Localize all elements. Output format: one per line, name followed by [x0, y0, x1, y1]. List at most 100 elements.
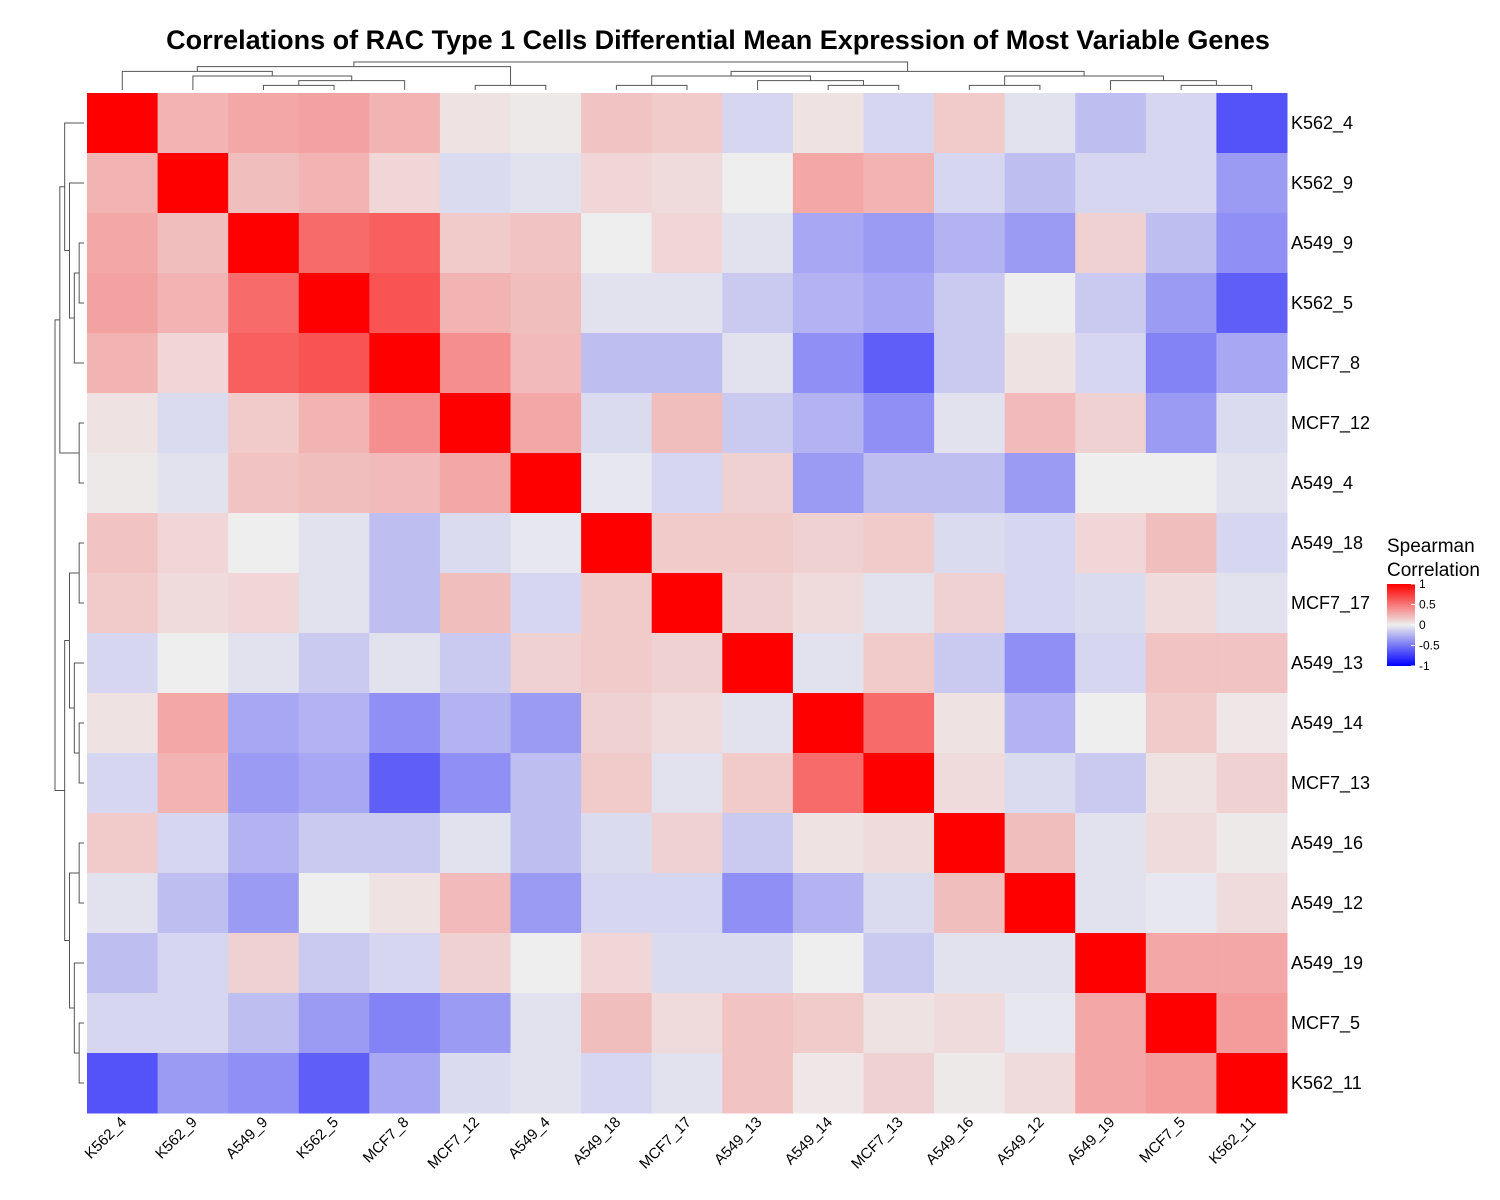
- heatmap-cell: [439, 393, 512, 454]
- heatmap-cell: [157, 933, 229, 994]
- heatmap-cell: [934, 933, 1006, 994]
- heatmap-cell: [1216, 333, 1288, 394]
- dendrogram-branch: [827, 84, 900, 90]
- heatmap-cell: [369, 393, 441, 454]
- heatmap-cell: [87, 873, 159, 934]
- heatmap-cell: [1075, 153, 1147, 214]
- heatmap-cell: [863, 513, 935, 574]
- heatmap-cell: [1075, 633, 1147, 694]
- heatmap-cell: [792, 573, 864, 634]
- heatmap-cell: [934, 453, 1006, 514]
- heatmap-cell: [651, 873, 723, 934]
- heatmap-cell: [1216, 753, 1288, 814]
- dendrogram-branch: [757, 80, 864, 90]
- heatmap-cell: [298, 993, 370, 1054]
- row-dendrogram: [54, 122, 84, 1084]
- heatmap-cell: [934, 153, 1006, 214]
- column-label: A549_19: [1064, 1114, 1118, 1168]
- heatmap-cell: [792, 93, 864, 154]
- dendrogram-branch: [73, 962, 84, 1054]
- heatmap-cell: [863, 633, 935, 694]
- heatmap-cell: [1145, 93, 1217, 154]
- dendrogram-branch: [192, 75, 353, 90]
- heatmap-cell: [651, 453, 723, 514]
- heatmap-cell: [651, 1053, 723, 1114]
- row-label: K562_4: [1291, 113, 1353, 134]
- dendrogram-branch: [262, 84, 335, 90]
- heatmap-cell: [510, 153, 582, 214]
- heatmap-cell: [369, 333, 441, 394]
- heatmap-cell: [439, 213, 512, 274]
- heatmap-cell: [87, 93, 159, 154]
- heatmap-cell: [510, 513, 582, 574]
- dendrogram-branch: [69, 182, 84, 319]
- heatmap-cell: [298, 933, 370, 994]
- column-labels: K562_4 K562_9 A549_9 K562_5 MCF7_8 MCF7_12 A54…: [82, 1114, 1260, 1173]
- heatmap-cell: [228, 993, 300, 1054]
- heatmap-cell: [651, 153, 723, 214]
- column-label: MCF7_12: [424, 1114, 483, 1173]
- heatmap-cell: [87, 273, 159, 334]
- heatmap-cell: [863, 993, 935, 1054]
- heatmap-cell: [581, 513, 653, 574]
- heatmap-cell: [863, 933, 935, 994]
- heatmap-cell: [369, 813, 441, 874]
- heatmap-cell: [439, 333, 512, 394]
- row-label: MCF7_17: [1291, 593, 1370, 614]
- heatmap-cell: [792, 753, 864, 814]
- heatmap-cell: [1004, 1053, 1076, 1114]
- heatmap-cell: [298, 333, 370, 394]
- heatmap-cell: [1145, 1053, 1217, 1114]
- heatmap-cell: [369, 453, 441, 514]
- column-label: K562_9: [152, 1114, 201, 1163]
- column-label: A549_14: [782, 1114, 836, 1168]
- heatmap-cell: [863, 333, 935, 394]
- heatmap-cell: [157, 1053, 229, 1114]
- heatmap-cell: [792, 873, 864, 934]
- heatmap-cell: [87, 933, 159, 994]
- heatmap-cell: [298, 393, 370, 454]
- heatmap-cell: [1145, 753, 1217, 814]
- heatmap-cell: [87, 513, 159, 574]
- heatmap-cell: [87, 633, 159, 694]
- heatmap-cell: [510, 393, 582, 454]
- heatmap-cell: [792, 273, 864, 334]
- heatmap-cell: [87, 453, 159, 514]
- heatmap-cell: [298, 93, 370, 154]
- row-label: A549_18: [1291, 533, 1363, 554]
- heatmap-cell: [1004, 93, 1076, 154]
- dendrogram-branch: [474, 84, 547, 90]
- heatmap-cell: [439, 1053, 512, 1114]
- heatmap-cell: [1004, 573, 1076, 634]
- heatmap-cell: [1216, 1053, 1288, 1114]
- heatmap-cell: [157, 513, 229, 574]
- dendrogram-branch: [121, 70, 273, 90]
- heatmap-cell: [510, 333, 582, 394]
- heatmap-cell: [1004, 333, 1076, 394]
- heatmap-cell: [1145, 213, 1217, 274]
- heatmap-cell: [157, 153, 229, 214]
- heatmap-cell: [87, 573, 159, 634]
- heatmap-cell: [439, 573, 512, 634]
- heatmap-cell: [722, 693, 794, 754]
- heatmap-cell: [722, 873, 794, 934]
- heatmap-cell: [934, 753, 1006, 814]
- heatmap-cell: [581, 453, 653, 514]
- heatmap-cell: [228, 633, 300, 694]
- heatmap-cell: [1075, 873, 1147, 934]
- heatmap-cell: [228, 93, 300, 154]
- dendrogram-branch: [651, 75, 812, 86]
- heatmap-cell: [581, 873, 653, 934]
- heatmap-cell: [439, 933, 512, 994]
- heatmap-cell: [1004, 693, 1076, 754]
- heatmap-cell: [792, 393, 864, 454]
- heatmap-cell: [228, 933, 300, 994]
- heatmap-cell: [1216, 933, 1288, 994]
- dendrogram-branch: [298, 80, 406, 90]
- heatmap-cell: [510, 753, 582, 814]
- heatmap-cell: [1075, 453, 1147, 514]
- heatmap-cell: [157, 393, 229, 454]
- heatmap-cell: [228, 813, 300, 874]
- row-label: A549_4: [1291, 473, 1353, 494]
- heatmap-cell: [1216, 993, 1288, 1054]
